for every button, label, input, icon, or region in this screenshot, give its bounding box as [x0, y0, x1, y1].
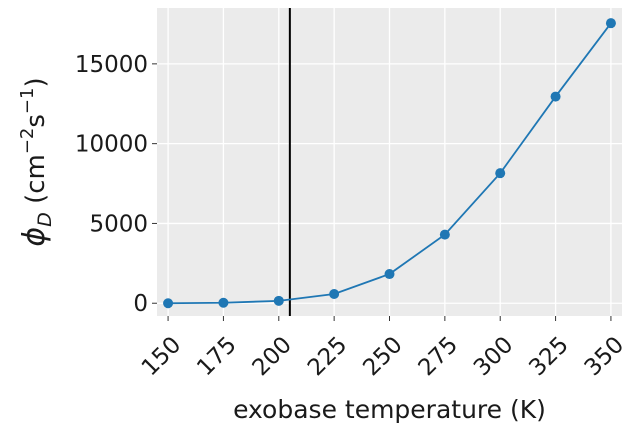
y-tick-label: 5000	[89, 211, 148, 237]
data-point	[550, 91, 561, 102]
x-tick-label: 325	[524, 332, 573, 381]
x-tick-label: 200	[248, 332, 297, 381]
y-axis-label-units-close: )	[21, 77, 51, 87]
x-tick-label: 250	[358, 332, 407, 381]
y-axis-label-units-open: (cm	[21, 154, 51, 212]
x-tick-label: 350	[580, 332, 629, 381]
x-axis-label: exobase temperature (K)	[233, 395, 546, 424]
y-tick-label: 15000	[75, 52, 148, 78]
data-point	[329, 288, 340, 299]
y-axis-label: ϕD (cm−2s−1)	[17, 77, 56, 246]
data-point	[495, 168, 506, 179]
data-point	[218, 297, 229, 308]
data-point	[384, 269, 395, 280]
data-point	[605, 18, 616, 29]
grid-lines	[157, 8, 622, 316]
y-tick-label: 10000	[75, 132, 148, 158]
y-axis-label-exp1: −2	[17, 128, 38, 155]
x-tick-label: 175	[192, 332, 241, 381]
y-axis-label-subscript: D	[34, 212, 56, 227]
data-point	[273, 295, 284, 306]
y-axis-label-units-mid: s	[21, 114, 51, 128]
x-axis: 150 175 200 225 250 275 300 325 350	[137, 316, 629, 381]
data-point	[439, 229, 450, 240]
y-axis-label-exp2: −1	[17, 88, 38, 115]
y-tick-label: 0	[133, 291, 148, 317]
x-tick-label: 275	[414, 332, 463, 381]
x-tick-label: 150	[137, 332, 186, 381]
x-tick-label: 225	[303, 332, 352, 381]
y-axis-label-symbol: ϕ	[17, 227, 52, 247]
series-group	[163, 18, 616, 309]
x-tick-label: 300	[469, 332, 518, 381]
data-point	[163, 298, 174, 309]
y-axis: 0 5000 10000 15000	[75, 52, 157, 317]
